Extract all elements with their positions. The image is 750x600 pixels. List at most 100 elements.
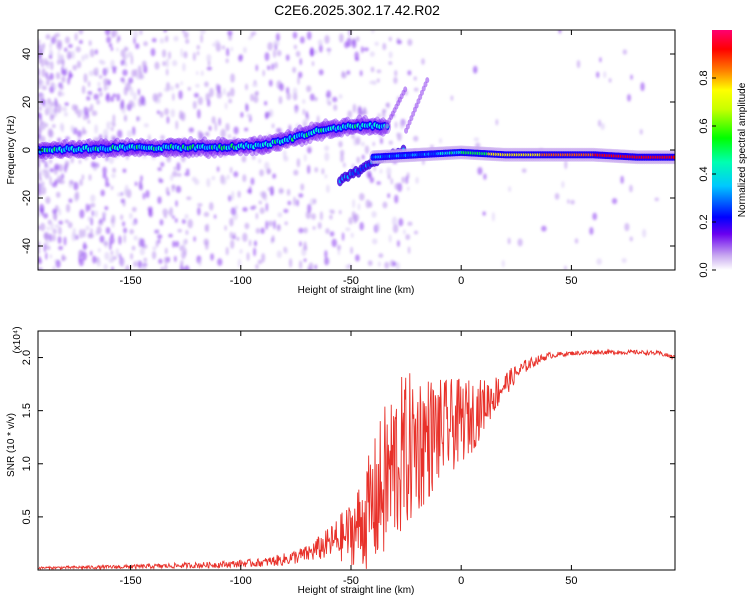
- noise-dot: [110, 46, 114, 52]
- noise-dot: [267, 132, 271, 138]
- noise-dot: [228, 98, 233, 104]
- spectrogram-y-label: Frequency (Hz): [6, 116, 17, 185]
- noise-dot: [394, 121, 398, 129]
- noise-dot: [338, 140, 343, 148]
- noise-dot: [79, 228, 83, 239]
- noise-dot: [50, 82, 55, 87]
- noise-dot: [267, 186, 274, 192]
- noise-dot: [336, 244, 342, 251]
- noise-dot: [49, 233, 52, 243]
- noise-dot: [89, 48, 95, 58]
- noise-dot: [208, 202, 214, 211]
- noise-dot: [43, 243, 47, 253]
- noise-dot: [388, 234, 392, 243]
- noise-dot: [284, 221, 288, 226]
- noise-dot: [38, 156, 41, 164]
- noise-dot: [168, 233, 173, 238]
- noise-dot: [241, 155, 247, 163]
- upper-streak: [382, 86, 408, 134]
- noise-dot: [491, 211, 495, 222]
- noise-dot: [85, 107, 91, 113]
- noise-dot: [67, 221, 73, 229]
- noise-dot: [61, 124, 64, 133]
- noise-dot: [79, 179, 83, 187]
- noise-dot: [298, 260, 303, 270]
- noise-dot: [58, 208, 62, 216]
- noise-dot: [338, 94, 343, 99]
- noise-dot: [622, 49, 628, 55]
- noise-dot: [90, 202, 96, 208]
- noise-dot: [339, 149, 345, 156]
- noise-dot: [288, 258, 293, 268]
- noise-dot: [501, 259, 505, 268]
- noise-dot: [394, 194, 399, 204]
- noise-dot: [123, 233, 126, 244]
- noise-dot: [246, 252, 250, 261]
- noise-dot: [495, 118, 499, 126]
- noise-dot: [230, 46, 234, 52]
- noise-dot: [283, 247, 289, 254]
- noise-dot: [174, 240, 180, 248]
- noise-dot: [329, 231, 335, 237]
- noise-dot: [50, 222, 54, 231]
- noise-dot: [299, 241, 302, 247]
- noise-dot: [96, 259, 102, 267]
- noise-dot: [413, 230, 419, 235]
- colorbar-tick-label: 0.0: [698, 262, 710, 277]
- noise-dot: [39, 222, 46, 232]
- noise-dot: [218, 117, 221, 126]
- noise-dot: [158, 178, 164, 184]
- noise-dot: [133, 235, 138, 241]
- noise-dot: [355, 254, 360, 262]
- noise-dot: [227, 30, 233, 36]
- streak-dot: [403, 86, 408, 93]
- noise-dot: [319, 211, 323, 221]
- noise-dot: [521, 168, 527, 173]
- spectrogram-plot: -150 -100 -50 0 50 -40 -20 0 20 40 Height of str…: [6, 29, 676, 296]
- noise-dot: [355, 136, 361, 145]
- noise-dot: [138, 97, 143, 107]
- noise-dot: [413, 76, 417, 81]
- noise-dot: [300, 183, 305, 191]
- noise-dot: [197, 207, 201, 216]
- noise-dot: [188, 127, 195, 133]
- noise-dot: [58, 245, 63, 251]
- noise-dot: [265, 220, 269, 230]
- noise-dot: [54, 163, 60, 171]
- y-tick-label: 2.0: [21, 350, 33, 365]
- noise-dot: [184, 172, 190, 177]
- noise-dot: [388, 51, 393, 59]
- noise-dot: [63, 236, 67, 246]
- noise-dot: [275, 33, 280, 42]
- noise-dot: [388, 36, 392, 42]
- noise-dot: [138, 241, 142, 248]
- noise-dot: [40, 94, 43, 99]
- noise-dot: [252, 204, 257, 209]
- noise-dot: [225, 58, 229, 64]
- noise-dot: [44, 161, 48, 168]
- noise-dot: [326, 184, 330, 193]
- snr-frame: [37, 330, 676, 571]
- noise-dot: [353, 213, 360, 222]
- noise-dot: [104, 85, 110, 90]
- noise-dot: [178, 90, 183, 100]
- noise-dot: [277, 224, 281, 230]
- noise-dot: [73, 181, 79, 191]
- noise-dot: [85, 225, 90, 231]
- noise-dot: [200, 30, 206, 35]
- noise-dot: [392, 223, 399, 234]
- noise-dot: [351, 39, 357, 49]
- noise-dot: [297, 76, 300, 85]
- noise-dot: [143, 123, 149, 128]
- noise-dot: [59, 85, 64, 91]
- noise-dot: [68, 73, 74, 78]
- noise-dot: [129, 228, 134, 235]
- y-tick-label: 0: [21, 147, 33, 153]
- noise-dot: [340, 154, 344, 163]
- noise-dot: [58, 178, 61, 184]
- noise-dot: [255, 64, 259, 72]
- noise-dot: [158, 258, 163, 264]
- noise-dot: [230, 239, 235, 250]
- noise-dot: [541, 225, 547, 232]
- noise-dot: [110, 185, 114, 191]
